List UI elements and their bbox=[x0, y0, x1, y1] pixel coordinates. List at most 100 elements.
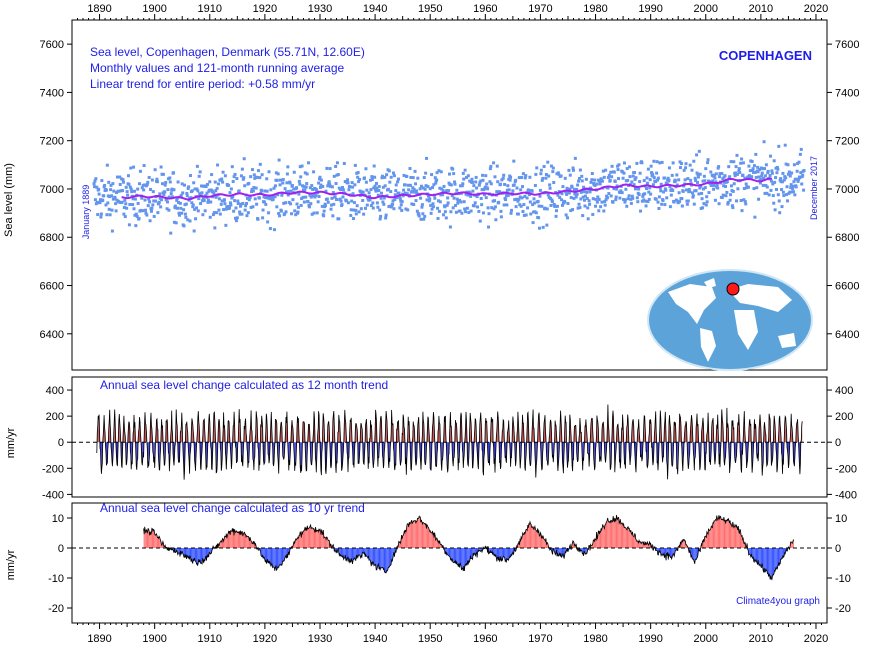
trend-area-segment bbox=[375, 548, 376, 566]
monthly-value-point bbox=[694, 189, 698, 193]
australia-shape bbox=[778, 333, 796, 348]
trend-area-segment bbox=[199, 548, 201, 564]
trend-area-segment bbox=[283, 548, 284, 562]
monthly-value-point bbox=[638, 180, 642, 184]
trend-area-segment bbox=[726, 519, 728, 548]
trend-area-segment bbox=[280, 548, 281, 566]
trend-area-segment bbox=[414, 520, 415, 548]
monthly-value-point bbox=[445, 189, 449, 193]
monthly-value-point bbox=[264, 202, 268, 206]
monthly-value-point bbox=[166, 188, 170, 192]
monthly-value-point bbox=[732, 160, 736, 164]
trend-area-segment bbox=[757, 548, 758, 565]
monthly-value-point bbox=[794, 185, 798, 189]
trend-area-segment bbox=[403, 531, 405, 548]
monthly-value-point bbox=[350, 199, 354, 203]
monthly-value-point bbox=[595, 182, 599, 186]
y-tick-label: -20 bbox=[48, 603, 64, 615]
monthly-value-point bbox=[574, 195, 578, 199]
trend-area-segment bbox=[408, 522, 410, 548]
trend-area-segment bbox=[661, 548, 663, 555]
y-tick-label: 6600 bbox=[835, 281, 859, 293]
trend-area-segment bbox=[633, 536, 635, 548]
trend-area-segment bbox=[739, 529, 740, 548]
monthly-value-point bbox=[347, 188, 351, 192]
trend-area-segment bbox=[453, 548, 454, 563]
monthly-value-point bbox=[181, 191, 185, 195]
monthly-value-point bbox=[261, 208, 265, 212]
trend-area-segment bbox=[601, 527, 603, 548]
start-date-label: January 1889 bbox=[81, 185, 91, 240]
y-tick-label: 400 bbox=[835, 385, 853, 397]
monthly-value-point bbox=[438, 186, 442, 190]
monthly-value-point bbox=[552, 181, 556, 185]
monthly-value-point bbox=[616, 168, 620, 172]
monthly-value-point bbox=[232, 209, 236, 213]
trend-area-segment bbox=[448, 548, 450, 557]
monthly-value-point bbox=[113, 196, 117, 200]
trend-area-segment bbox=[239, 531, 241, 548]
trend-area-segment bbox=[178, 548, 180, 554]
monthly-value-point bbox=[123, 198, 127, 202]
monthly-value-point bbox=[169, 192, 173, 196]
monthly-value-point bbox=[637, 193, 641, 197]
monthly-value-point bbox=[792, 163, 796, 167]
monthly-value-point bbox=[763, 191, 767, 195]
trend-area-segment bbox=[601, 528, 602, 548]
trend-area-segment bbox=[470, 548, 472, 559]
monthly-value-point bbox=[693, 176, 697, 180]
monthly-value-point bbox=[196, 189, 200, 193]
monthly-value-point bbox=[208, 215, 212, 219]
monthly-value-point bbox=[560, 203, 564, 207]
monthly-value-point bbox=[514, 205, 518, 209]
trend-area-segment bbox=[633, 535, 634, 548]
monthly-value-point bbox=[243, 208, 247, 212]
monthly-value-point bbox=[741, 173, 745, 177]
monthly-value-point bbox=[153, 168, 157, 172]
monthly-value-point bbox=[359, 207, 363, 211]
monthly-value-point bbox=[194, 217, 198, 221]
credit-label: Climate4you graph bbox=[736, 596, 820, 607]
trend-area-segment bbox=[359, 548, 360, 556]
monthly-value-point bbox=[791, 186, 795, 190]
monthly-value-point bbox=[193, 207, 197, 211]
monthly-value-point bbox=[106, 201, 110, 205]
monthly-value-point bbox=[521, 210, 525, 214]
monthly-value-point bbox=[571, 208, 575, 212]
monthly-value-point bbox=[128, 185, 132, 189]
monthly-value-point bbox=[798, 152, 802, 156]
trend-area-segment bbox=[145, 529, 147, 548]
trend-area-segment bbox=[419, 516, 420, 548]
x-tick-label: 1930 bbox=[308, 3, 332, 15]
trend-area-segment bbox=[275, 548, 276, 568]
monthly-value-point bbox=[325, 166, 329, 170]
trend-area-segment bbox=[525, 531, 526, 548]
monthly-value-point bbox=[740, 157, 744, 161]
monthly-value-point bbox=[626, 197, 630, 201]
monthly-value-point bbox=[661, 198, 665, 202]
trend-area-segment bbox=[278, 548, 280, 568]
monthly-value-point bbox=[446, 196, 450, 200]
monthly-value-point bbox=[241, 201, 245, 205]
monthly-value-point bbox=[164, 180, 168, 184]
monthly-value-point bbox=[211, 213, 215, 217]
monthly-value-point bbox=[593, 183, 597, 187]
monthly-value-point bbox=[645, 181, 649, 185]
trend-area-segment bbox=[452, 548, 454, 563]
monthly-value-point bbox=[649, 192, 653, 196]
trend-area-segment bbox=[311, 527, 312, 548]
monthly-value-point bbox=[765, 185, 769, 189]
monthly-value-point bbox=[626, 178, 630, 182]
monthly-value-point bbox=[679, 166, 683, 170]
monthly-value-point bbox=[702, 174, 706, 178]
monthly-value-point bbox=[110, 229, 114, 233]
monthly-value-point bbox=[265, 189, 269, 193]
monthly-value-point bbox=[636, 200, 640, 204]
trend-area-segment bbox=[328, 540, 329, 548]
trend-area-segment bbox=[535, 529, 537, 548]
monthly-value-point bbox=[731, 189, 735, 193]
monthly-value-point bbox=[345, 199, 349, 203]
monthly-value-point bbox=[777, 199, 781, 203]
monthly-value-point bbox=[622, 198, 626, 202]
trend-area-segment bbox=[764, 548, 766, 573]
